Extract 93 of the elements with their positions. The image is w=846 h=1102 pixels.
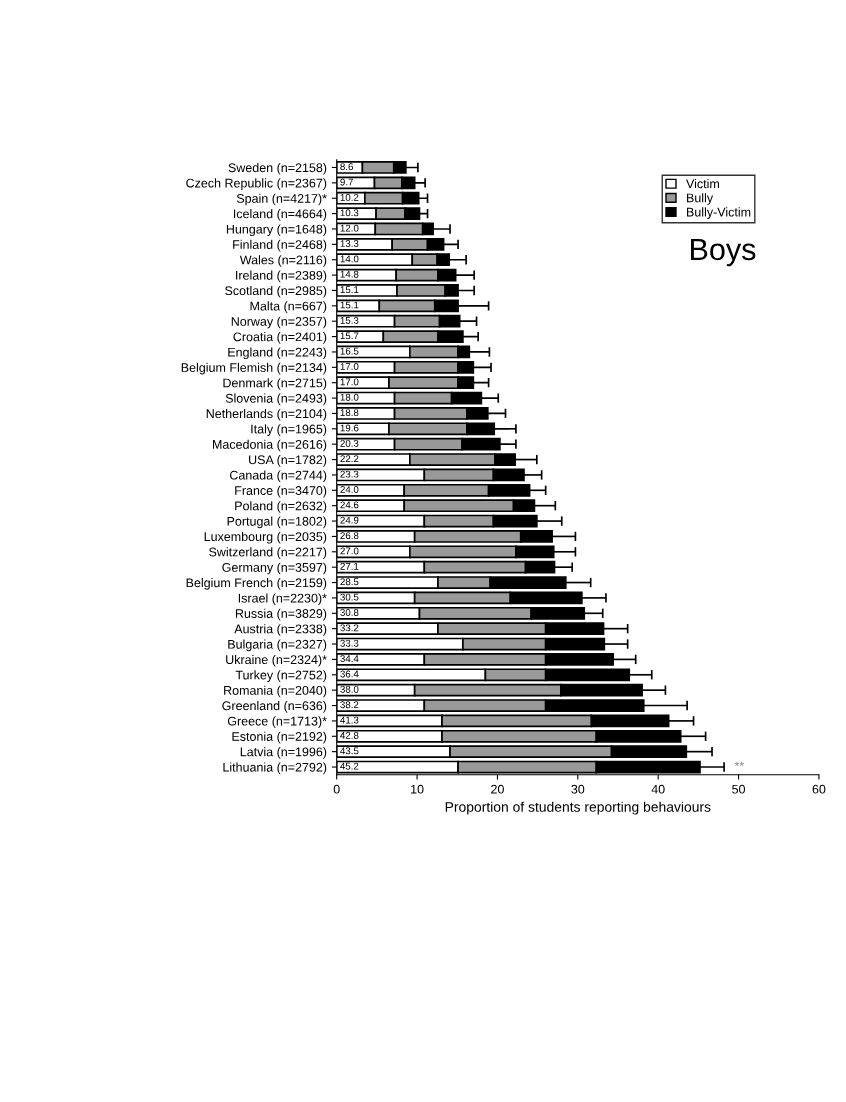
x-tick-label: 20: [491, 784, 504, 794]
total-label: 30.8: [340, 609, 359, 616]
y-tick-label: Canada (n=2744): [229, 470, 327, 483]
y-tick-label: Germany (n=3597): [222, 562, 327, 575]
total-label: 43.5: [340, 747, 359, 755]
total-label: 18.0: [340, 393, 359, 401]
y-tick-label: Iceland (n=4664): [233, 209, 327, 221]
y-tick-label: Belgium Flemish (n=2134): [181, 362, 327, 375]
y-tick-label: Norway (n=2357): [231, 316, 327, 329]
y-tick-label: USA (n=1782): [249, 455, 327, 467]
total-label: 17.0: [340, 363, 359, 370]
y-tick-label: Sweden (n=2158): [228, 162, 327, 175]
total-label: 30.5: [340, 593, 359, 601]
total-label: 15.3: [340, 316, 359, 324]
y-tick-label: Macedonia (n=2616): [213, 439, 327, 452]
total-label: 20.3: [340, 439, 359, 447]
y-tick-label: Portugal (n=1802): [227, 516, 327, 529]
total-label: 12.0: [340, 224, 359, 232]
total-label: 18.8: [340, 409, 359, 417]
legend-label: Victim: [686, 179, 719, 189]
y-tick-label: Luxembourg (n=2035): [204, 531, 327, 544]
y-tick-label: Croatia (n=2401): [233, 332, 327, 344]
y-tick-label: Turkey (n=2752): [235, 670, 327, 682]
total-label: 24.9: [340, 516, 359, 524]
total-label: 13.3: [340, 240, 359, 247]
x-tick-label: 40: [651, 784, 665, 794]
y-tick-label: Hungary (n=1648): [226, 224, 327, 237]
y-tick-label: Greenland (n=636): [222, 701, 327, 713]
y-tick-label: Scotland (n=2985): [225, 285, 327, 298]
y-tick-label: Russia (n=3829): [235, 608, 327, 621]
total-label: 38.2: [340, 701, 359, 709]
total-label: 14.8: [340, 270, 359, 278]
y-tick-label: Switzerland (n=2217): [209, 547, 327, 559]
total-label: 36.4: [340, 670, 359, 678]
y-tick-label: Denmark (n=2715): [223, 378, 327, 390]
total-label: 26.8: [340, 532, 359, 540]
total-label: 27.1: [340, 562, 359, 570]
annotation: **: [734, 761, 745, 767]
total-label: 33.2: [340, 624, 359, 632]
total-label: 41.3: [340, 716, 359, 724]
y-tick-label: Israel (n=2230)*: [238, 593, 327, 606]
x-tick-label: 60: [812, 784, 826, 794]
x-axis-title: Proportion of students reporting behaviours: [445, 801, 711, 815]
y-tick-label: Czech Republic (n=2367): [186, 178, 327, 190]
y-tick-label: Finland (n=2468): [233, 239, 327, 252]
y-tick-label: Austria (n=2338): [234, 624, 327, 636]
y-tick-label: Spain (n=4217)*: [236, 193, 327, 206]
total-label: 15.1: [340, 301, 359, 309]
y-tick-label: Netherlands (n=2104): [206, 408, 327, 421]
total-label: 23.3: [340, 470, 359, 478]
total-label: 8.6: [340, 163, 354, 171]
total-label: 42.8: [340, 732, 359, 739]
y-tick-label: Italy (n=1965): [251, 424, 327, 436]
y-tick-label: England (n=2243): [228, 347, 327, 360]
y-tick-label: Slovenia (n=2493): [225, 393, 327, 406]
total-label: 33.3: [340, 639, 359, 647]
x-tick-label: 50: [732, 784, 746, 794]
total-label: 45.2: [340, 762, 359, 770]
y-tick-label: Wales (n=2116): [239, 255, 327, 267]
y-tick-label: Greece (n=1713)*: [227, 716, 327, 729]
x-tick-label: 30: [571, 784, 585, 794]
total-label: 22.2: [340, 455, 359, 463]
y-tick-label: Lithuania (n=2792): [223, 762, 327, 775]
y-tick-label: Poland (n=2632): [235, 501, 327, 513]
total-label: 15.1: [340, 286, 359, 294]
total-label: 14.0: [340, 255, 359, 263]
total-label: 27.0: [340, 547, 359, 555]
y-tick-label: Ukraine (n=2324)*: [226, 654, 327, 667]
total-label: 17.0: [340, 378, 359, 386]
total-label: 24.6: [340, 501, 359, 509]
x-tick-label: 0: [333, 784, 340, 794]
total-label: 9.7: [340, 178, 353, 186]
y-tick-label: Romania (n=2040): [224, 685, 327, 698]
y-tick-label: Ireland (n=2389): [236, 270, 327, 283]
total-label: 15.7: [340, 332, 359, 340]
total-label: 16.5: [340, 347, 359, 355]
total-label: 28.5: [340, 578, 359, 586]
total-label: 24.0: [340, 486, 359, 493]
total-label: 38.0: [340, 685, 359, 693]
y-tick-label: France (n=3470): [235, 485, 327, 498]
annotation: Boys: [691, 238, 756, 267]
total-label: 10.2: [340, 193, 359, 201]
total-label: 34.4: [340, 655, 359, 663]
x-tick-label: 10: [411, 784, 424, 794]
total-label: 19.6: [340, 424, 359, 432]
y-tick-label: Bulgaria (n=2327): [228, 639, 327, 652]
legend-label: Bully-Victim: [687, 207, 751, 219]
y-tick-label: Belgium French (n=2159): [186, 578, 327, 590]
y-tick-label: Malta (n=667): [250, 301, 327, 313]
total-label: 10.3: [340, 209, 359, 217]
y-tick-label: Estonia (n=2192): [232, 731, 327, 744]
legend-label: Bully: [687, 193, 714, 205]
y-tick-label: Latvia (n=1996): [240, 747, 327, 759]
